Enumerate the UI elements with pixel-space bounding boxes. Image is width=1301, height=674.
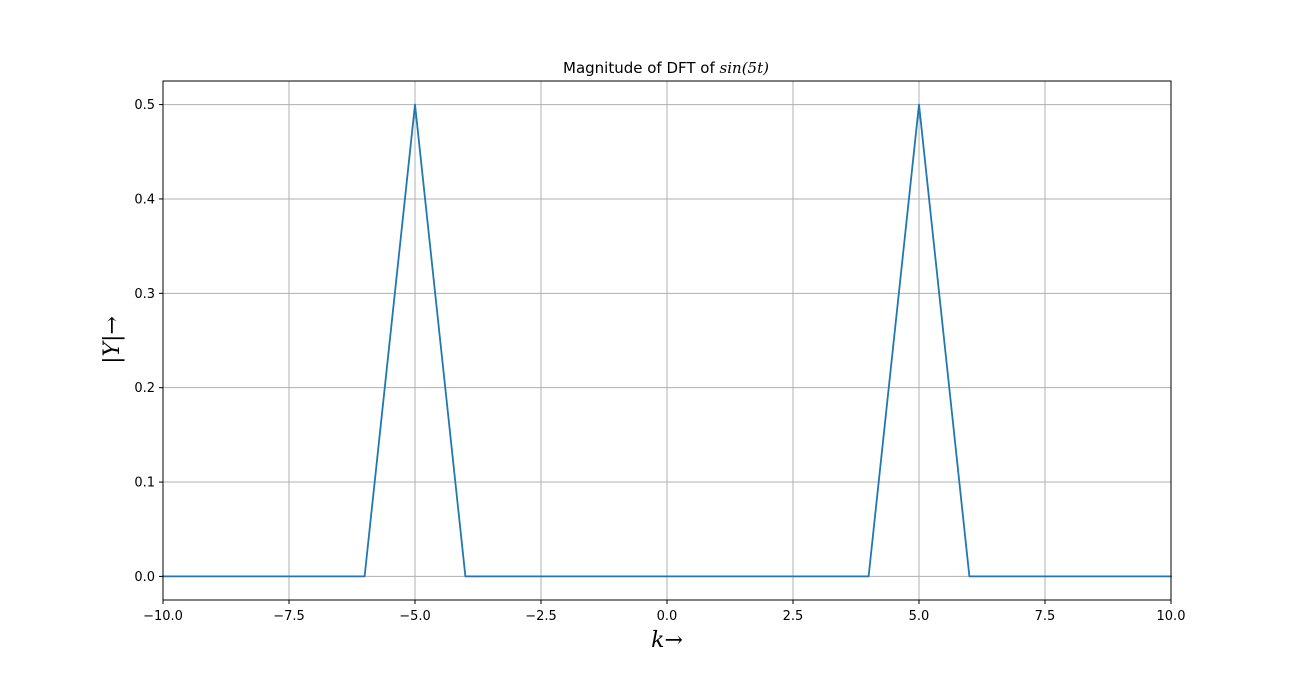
plot-series [162, 103, 1172, 578]
y-tick-label: 0.1 [134, 476, 155, 491]
y-tick-label: 0.2 [134, 381, 155, 396]
x-tick-label: 0.0 [657, 609, 678, 624]
chart-title-math: sin(5t) [720, 59, 770, 77]
x-tick-label: 7.5 [1035, 609, 1056, 624]
y-tick-label: 0.3 [134, 287, 155, 302]
ticks: −10.0 −7.5 −5.0 −2.5 0.0 2.5 5.0 7.5 10.0 0.0 0.1 0… [134, 98, 1185, 624]
x-tick-label: 10.0 [1157, 609, 1186, 624]
chart-title: Magnitude of DFT of sin(5t) [563, 59, 769, 77]
x-tick-label: 2.5 [783, 609, 804, 624]
x-tick-label: −10.0 [143, 609, 183, 624]
y-axis-label: |Y|→ [100, 316, 125, 364]
y-tick-label: 0.0 [134, 570, 155, 585]
y-tick-label: 0.4 [134, 192, 155, 207]
x-tick-label: −5.0 [399, 609, 431, 624]
x-tick-label: −7.5 [273, 609, 305, 624]
y-tick-label: 0.5 [134, 98, 155, 113]
x-tick-label: −2.5 [525, 609, 557, 624]
x-axis-label: k→ [651, 628, 683, 653]
x-tick-label: 5.0 [909, 609, 930, 624]
chart-title-prefix: Magnitude of DFT of [563, 59, 720, 77]
series-line [162, 103, 1172, 578]
